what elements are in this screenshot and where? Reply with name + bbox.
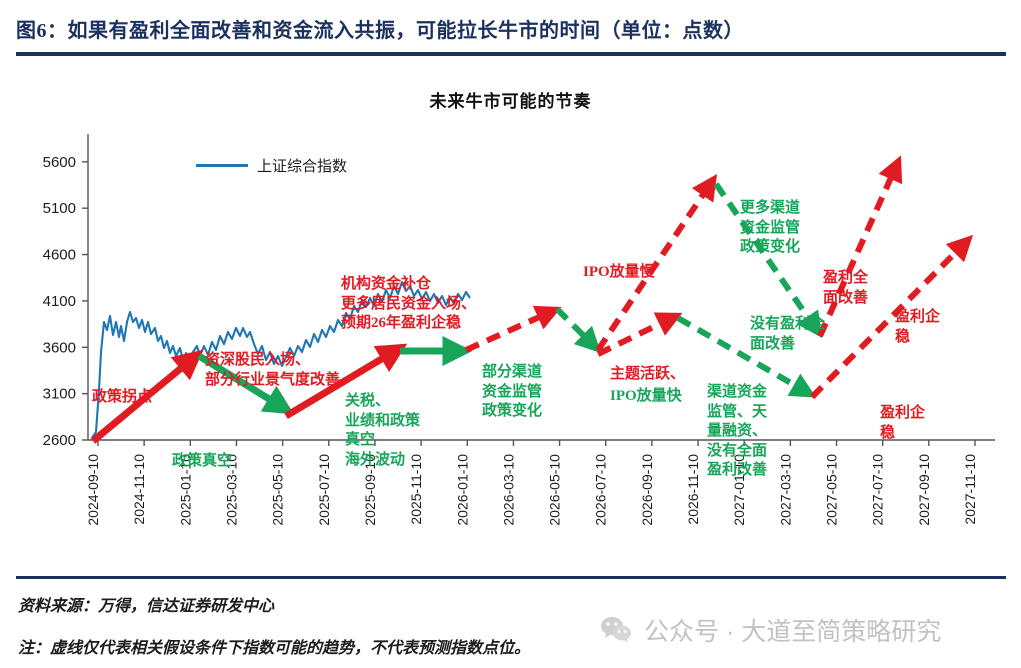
annotation-partial-channel-regulation: 部分渠道 资金监管 政策变化 [482, 364, 543, 419]
svg-text:2026-07-10: 2026-07-10 [593, 454, 609, 526]
annotation-ipo-fast: IPO放量快 [610, 388, 682, 404]
annotation-institutional-refill: 机构资金补仓 更多居民资金入场、 预期26年盈利企稳 [341, 276, 477, 331]
svg-text:2025-09-10: 2025-09-10 [362, 454, 378, 526]
svg-text:2025-05-10: 2025-05-10 [270, 454, 286, 526]
legend-line-swatch [196, 164, 248, 167]
source-note: 资料来源：万得，信达证券研发中心 [18, 598, 275, 615]
chart-title: 未来牛市可能的节奏 [429, 92, 592, 111]
svg-text:2025-01-10: 2025-01-10 [177, 454, 193, 526]
legend-label: 上证综合指数 [257, 159, 348, 175]
annotation-policy-vacuum: 政策真空 [172, 453, 233, 469]
svg-text:5600: 5600 [43, 154, 76, 171]
arrow-partial-channel-regulation [554, 306, 602, 354]
y-axis: 2600 3100 3600 4100 4600 5100 5600 [43, 154, 88, 449]
arrow-policy-turning-point [90, 349, 204, 444]
annotation-policy-turning-point: 政策拐点 [92, 389, 153, 405]
annotation-tariff-vacuum: 关税、 业绩和政策 真空 海外波动 [345, 393, 421, 468]
annotation-theme-active: 主题活跃、 [610, 366, 686, 382]
svg-text:3600: 3600 [43, 339, 76, 356]
figure-caption: 图6：如果有盈利全面改善和资金流入共振，可能拉长牛市的时间（单位：点数） [16, 20, 744, 42]
watermark-label: 公众号 · 大道至简策略研究 [644, 618, 942, 646]
arrow-institutional-refill [464, 305, 562, 353]
svg-text:2027-11-10: 2027-11-10 [962, 454, 978, 525]
svg-text:2600: 2600 [43, 432, 76, 449]
arrow-policy-vacuum [197, 353, 295, 415]
annotation-full-profit-improve: 盈利全 面改善 [823, 270, 869, 306]
annotation-profit-stabilize-lower: 盈利企 稳 [880, 405, 926, 441]
annotation-veteran-investors: 资深股民入场、 部分行业景气度改善 [205, 352, 341, 388]
svg-text:2025-03-10: 2025-03-10 [223, 454, 239, 526]
title-divider [16, 52, 1006, 56]
arrow-full-profit-improve [817, 155, 903, 338]
chart-container: 未来牛市可能的节奏 上证综合指数 2600 3100 3600 4100 4600 510… [0, 60, 1021, 560]
arrow-profit-stabilize [809, 234, 974, 400]
chart-legend: 上证综合指数 [196, 155, 347, 176]
svg-text:4100: 4100 [43, 293, 76, 310]
arrow-theme-active-ipo-fast [596, 312, 683, 357]
svg-text:2026-09-10: 2026-09-10 [639, 454, 655, 526]
svg-text:3100: 3100 [43, 386, 76, 403]
svg-text:2027-07-10: 2027-07-10 [870, 454, 886, 526]
axis-lines [87, 134, 995, 441]
annotation-channel-capital-regulation: 渠道资金 监管、天 量融资、 没有全面 盈利改善 [707, 384, 768, 478]
arrow-no-full-profit-improve [676, 315, 817, 398]
annotation-profit-stabilize-upper: 盈利企 稳 [895, 309, 941, 345]
svg-text:2027-01-10: 2027-01-10 [731, 454, 747, 526]
wechat-icon [601, 617, 631, 643]
disclaimer-note: 注：虚线仅代表相关假设条件下指数可能的趋势，不代表预测指数点位。 [18, 640, 531, 657]
svg-text:2026-11-10: 2026-11-10 [685, 454, 701, 525]
annotation-ipo-slow: IPO放量慢 [583, 264, 655, 280]
svg-text:2026-03-10: 2026-03-10 [500, 454, 516, 526]
footer-divider [16, 576, 1006, 579]
svg-text:2025-11-10: 2025-11-10 [408, 454, 424, 525]
svg-text:2024-11-10: 2024-11-10 [131, 454, 147, 525]
arrow-ipo-slow [595, 174, 718, 352]
svg-text:5100: 5100 [43, 200, 76, 217]
watermark: 公众号 · 大道至简策略研究 [600, 612, 941, 648]
shanghai-composite-line [91, 280, 471, 439]
svg-text:2027-03-10: 2027-03-10 [777, 454, 793, 526]
svg-text:2024-09-10: 2024-09-10 [85, 454, 101, 526]
arrow-veteran-investors [284, 343, 408, 420]
x-axis: 2024-09-10 2024-11-10 2025-01-10 2025-03-10… [85, 440, 978, 526]
annotation-no-full-profit-improve: 没有盈利全 面改善 [750, 316, 826, 352]
svg-text:2025-07-10: 2025-07-10 [316, 454, 332, 526]
arrow-more-channel-regulation [713, 182, 823, 338]
svg-text:2026-01-10: 2026-01-10 [454, 454, 470, 526]
svg-text:2027-05-10: 2027-05-10 [824, 454, 840, 526]
svg-text:2027-09-10: 2027-09-10 [916, 454, 932, 526]
annotation-more-channel-regulation: 更多渠道 资金监管 政策变化 [740, 200, 801, 255]
svg-text:4600: 4600 [43, 247, 76, 264]
svg-text:2026-05-10: 2026-05-10 [547, 454, 563, 526]
